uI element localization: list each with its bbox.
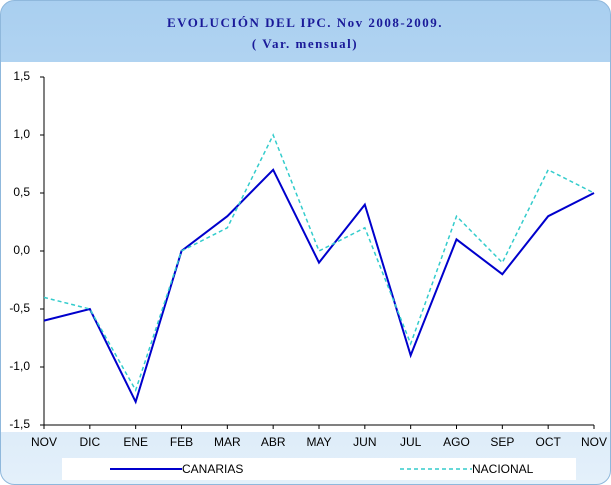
legend-label: CANARIAS: [182, 462, 243, 476]
y-tick-label: -1,5: [9, 417, 30, 431]
x-tick-label: NOV: [581, 435, 607, 449]
x-tick-label: JUL: [400, 435, 422, 449]
x-tick-label: MAY: [306, 435, 331, 449]
series-line: [43, 168, 595, 405]
x-tick-label: AGO: [443, 435, 470, 449]
x-tick-label: SEP: [490, 435, 514, 449]
y-tick-label: 1,0: [13, 127, 30, 141]
chart-title: EVOLUCIÓN DEL IPC. Nov 2008-2009.: [167, 15, 443, 30]
x-tick-label: OCT: [535, 435, 561, 449]
x-tick-label: DIC: [79, 435, 100, 449]
y-tick-label: 1,5: [13, 69, 30, 83]
plot-area: [1, 62, 610, 432]
legend-label: NACIONAL: [472, 462, 534, 476]
legend-box: [62, 458, 576, 480]
x-tick-label: NOV: [31, 435, 57, 449]
y-tick-label: 0,0: [13, 243, 30, 257]
chart-subtitle: ( Var. mensual): [252, 36, 358, 51]
x-tick-label: JUN: [353, 435, 376, 449]
y-tick-label: -0,5: [9, 301, 30, 315]
x-tick-label: MAR: [214, 435, 241, 449]
y-tick-label: 0,5: [13, 185, 30, 199]
x-tick-label: ABR: [261, 435, 286, 449]
y-tick-label: -1,0: [9, 359, 30, 373]
series-line: [43, 133, 595, 393]
x-tick-label: ENE: [123, 435, 148, 449]
x-tick-label: FEB: [170, 435, 193, 449]
